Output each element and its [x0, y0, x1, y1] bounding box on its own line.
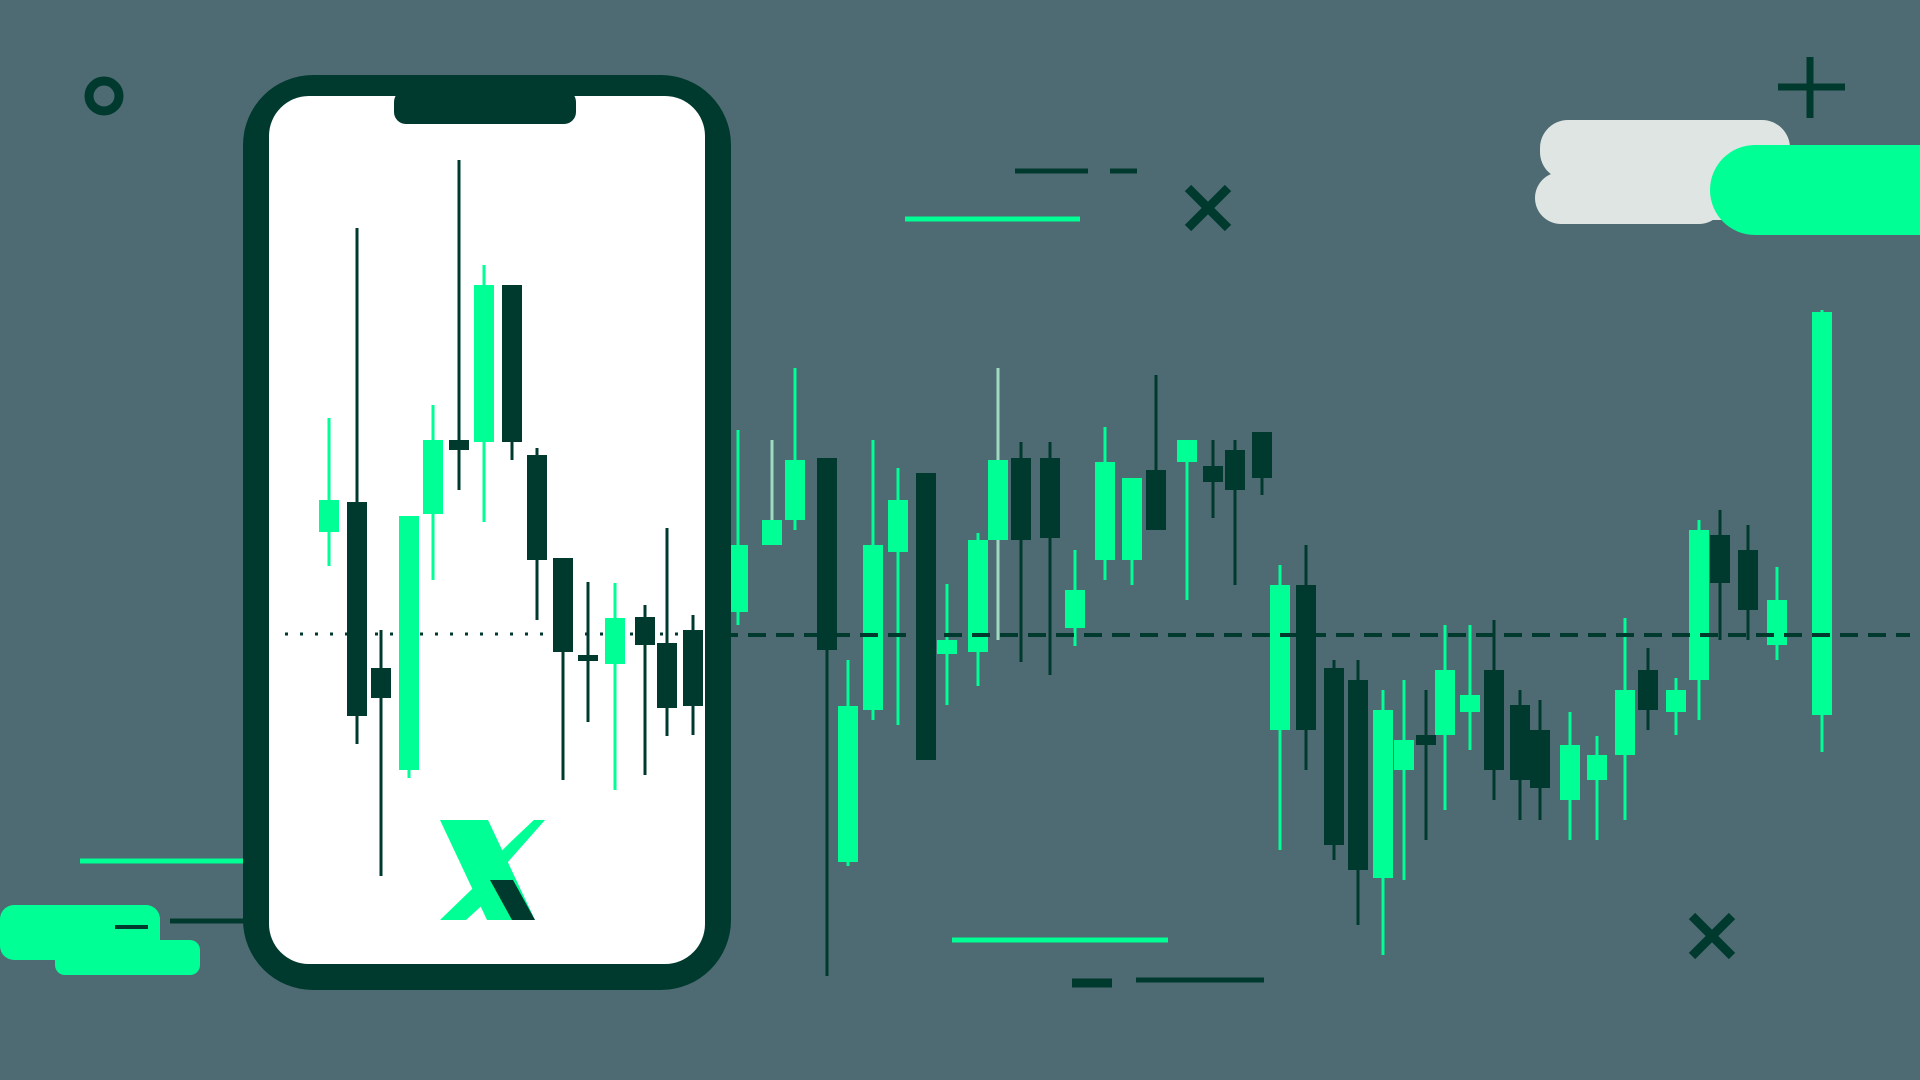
candle [1560, 712, 1580, 840]
candle [1738, 525, 1758, 640]
candle [553, 558, 573, 780]
circle-marker-icon [84, 76, 124, 116]
candle [1638, 648, 1658, 730]
candle [1011, 442, 1031, 662]
candle [1435, 625, 1455, 810]
candle [728, 430, 748, 625]
candle [785, 368, 805, 530]
candle [1348, 660, 1368, 925]
candle [657, 528, 677, 736]
candle [863, 440, 883, 720]
candle [399, 516, 419, 778]
candle [1040, 442, 1060, 675]
plus-marker-icon [1778, 57, 1845, 118]
candle [762, 440, 782, 545]
candle [1510, 690, 1530, 820]
candle [838, 660, 858, 866]
candle [1203, 440, 1223, 518]
candle [1530, 700, 1550, 820]
candle [1812, 310, 1832, 752]
candle [888, 468, 908, 725]
phone-candlestick-chart [319, 160, 703, 876]
candle [347, 228, 367, 744]
candle [1394, 680, 1414, 880]
candle [988, 368, 1008, 640]
x-marker-icon [1184, 184, 1232, 232]
candle [1689, 520, 1709, 720]
candle [1587, 736, 1607, 840]
candle [474, 265, 494, 522]
candle [1225, 440, 1245, 585]
candle [1615, 618, 1635, 820]
candle [527, 448, 547, 620]
candle [1373, 690, 1393, 955]
phone [243, 75, 731, 990]
candle [1270, 565, 1290, 850]
candle [937, 584, 957, 705]
candle [1416, 690, 1436, 840]
decorative-lines [80, 168, 1264, 988]
candle [1122, 478, 1142, 585]
candle [817, 458, 837, 976]
x-marker-icon [1688, 912, 1736, 960]
candle [1252, 432, 1272, 495]
candle [578, 582, 598, 722]
phone-screen [269, 96, 705, 964]
candle [1484, 620, 1504, 800]
candle [319, 418, 339, 566]
candle [1177, 440, 1197, 600]
candle [605, 583, 625, 790]
candle [635, 605, 655, 775]
x-logo-icon [440, 820, 545, 920]
candle [502, 285, 522, 460]
candle [1710, 510, 1730, 640]
candle [1767, 567, 1787, 660]
candle [1324, 660, 1344, 860]
candle [1095, 427, 1115, 580]
cloud-green [1710, 145, 1920, 235]
candle [1666, 678, 1686, 735]
candle [683, 615, 703, 735]
cloud-left-green [0, 905, 200, 975]
candle [423, 405, 443, 580]
candle [916, 473, 936, 760]
candle [449, 160, 469, 490]
phone-notch [394, 90, 576, 124]
candle [1065, 550, 1085, 646]
background-candlestick-chart [702, 310, 1832, 976]
candle [968, 533, 988, 686]
candle [1460, 625, 1480, 750]
candle [371, 630, 391, 876]
candle [1146, 375, 1166, 530]
candle [1296, 545, 1316, 770]
